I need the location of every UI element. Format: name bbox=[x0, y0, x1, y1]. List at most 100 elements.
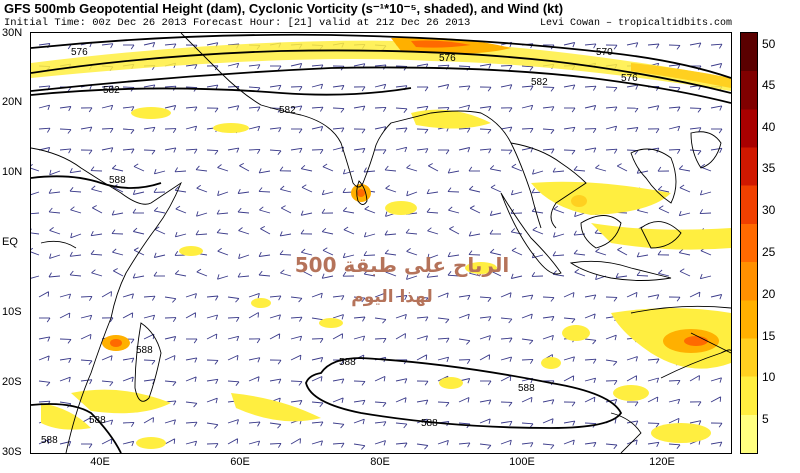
wind-barb bbox=[322, 166, 334, 172]
wind-barb bbox=[427, 230, 439, 235]
wind-barb-flag bbox=[572, 42, 576, 48]
wind-barb-flag bbox=[425, 148, 429, 154]
wind-barb bbox=[500, 317, 512, 320]
wind-barb-flag bbox=[342, 271, 347, 277]
wind-barb-flag bbox=[321, 208, 326, 214]
wind-barb bbox=[217, 212, 229, 215]
wind-barb-flag bbox=[320, 357, 324, 363]
wind-barb-flag bbox=[676, 45, 681, 50]
wind-barb bbox=[260, 228, 271, 235]
wind-barb bbox=[668, 148, 681, 151]
wind-barb-flag bbox=[718, 422, 723, 428]
wind-barb-flag bbox=[574, 211, 577, 217]
wind-barb bbox=[449, 228, 460, 235]
wind-barb-flag bbox=[68, 106, 72, 112]
wind-barb-flag bbox=[467, 85, 471, 91]
wind-barb bbox=[532, 210, 544, 214]
wind-barb-flag bbox=[69, 187, 74, 192]
wind-barb-flag bbox=[131, 441, 135, 447]
wind-barb bbox=[269, 84, 281, 88]
wind-barb bbox=[542, 148, 555, 151]
wind-barb-flag bbox=[257, 421, 261, 427]
wind-barb bbox=[448, 170, 460, 174]
wind-barb bbox=[238, 275, 250, 278]
wind-barb bbox=[700, 191, 712, 196]
wind-barb-flag bbox=[529, 340, 534, 345]
wind-barb-flag bbox=[237, 207, 242, 213]
wind-barb bbox=[542, 418, 554, 424]
wind-barb-flag bbox=[384, 165, 389, 171]
wind-barb-flag bbox=[48, 207, 53, 213]
wind-barb bbox=[363, 254, 376, 257]
wind-barb-flag bbox=[277, 424, 282, 429]
wind-barb bbox=[542, 334, 554, 340]
wind-barb-flag bbox=[657, 185, 663, 191]
wind-barb-flag bbox=[719, 377, 722, 383]
wind-barb bbox=[175, 208, 187, 214]
wind-barb bbox=[668, 64, 680, 67]
wind-barb bbox=[154, 254, 166, 258]
wind-barb bbox=[374, 440, 386, 445]
wind-barb bbox=[31, 191, 40, 196]
wind-barb bbox=[154, 170, 166, 175]
wind-barb bbox=[70, 233, 82, 239]
wind-barb bbox=[647, 358, 660, 361]
wind-barb bbox=[248, 312, 259, 319]
wind-barb-flag bbox=[424, 380, 429, 386]
wind-barb bbox=[311, 317, 323, 321]
wind-barb bbox=[311, 421, 323, 424]
wind-barb-flag bbox=[132, 227, 138, 232]
wind-barb bbox=[133, 275, 145, 279]
wind-barb-flag bbox=[279, 250, 284, 255]
wind-barb bbox=[38, 336, 50, 340]
wind-barb-flag bbox=[403, 423, 408, 429]
wind-barb bbox=[353, 148, 365, 151]
wind-barb bbox=[332, 107, 345, 110]
wind-barb bbox=[239, 165, 250, 172]
wind-barb bbox=[647, 441, 659, 445]
wind-barb bbox=[552, 254, 565, 257]
wind-barb-flag bbox=[425, 399, 429, 405]
wind-barb-flag bbox=[509, 84, 513, 90]
wind-barb bbox=[280, 272, 292, 277]
wind-barb-flag bbox=[321, 227, 327, 233]
wind-barb bbox=[500, 126, 512, 130]
wind-barb bbox=[143, 314, 155, 319]
wind-barb bbox=[185, 357, 197, 361]
wind-barb bbox=[290, 105, 302, 109]
wind-barb bbox=[154, 229, 166, 235]
wind-barb bbox=[584, 105, 596, 109]
wind-barb-flag bbox=[68, 441, 72, 447]
wind-barb bbox=[269, 314, 281, 319]
colorbar-tick: 15 bbox=[762, 329, 776, 343]
wind-barb-flag bbox=[406, 190, 409, 196]
wind-barb bbox=[59, 376, 71, 382]
wind-barb bbox=[311, 64, 323, 67]
wind-barb-flag bbox=[406, 248, 411, 252]
wind-barb bbox=[227, 296, 239, 299]
wind-barb-flag bbox=[509, 292, 512, 298]
wind-barb bbox=[70, 209, 82, 214]
wind-barb bbox=[80, 314, 92, 319]
wind-barb bbox=[584, 85, 597, 88]
wind-barb-flag bbox=[257, 126, 261, 132]
coastlines bbox=[31, 33, 731, 453]
contour-label: 582 bbox=[279, 105, 296, 116]
wind-barb-flag bbox=[572, 420, 576, 426]
wind-barb bbox=[406, 191, 418, 197]
wind-barb-flag bbox=[277, 150, 282, 155]
wind-barb-flag bbox=[697, 150, 702, 155]
wind-barb bbox=[469, 189, 481, 193]
wind-barb-flag bbox=[656, 377, 660, 383]
wind-barb bbox=[416, 443, 428, 446]
wind-barb-flag bbox=[426, 208, 431, 213]
wind-barb bbox=[647, 396, 659, 403]
wind-barb bbox=[301, 270, 313, 277]
lon-label: 100E bbox=[509, 456, 535, 468]
wind-barb-flag bbox=[92, 205, 97, 209]
wind-barb-flag bbox=[699, 190, 703, 196]
wind-barb-flag bbox=[110, 419, 114, 425]
wind-barb bbox=[584, 338, 596, 341]
lat-label: 20N bbox=[2, 96, 23, 108]
wind-barb bbox=[332, 295, 344, 298]
